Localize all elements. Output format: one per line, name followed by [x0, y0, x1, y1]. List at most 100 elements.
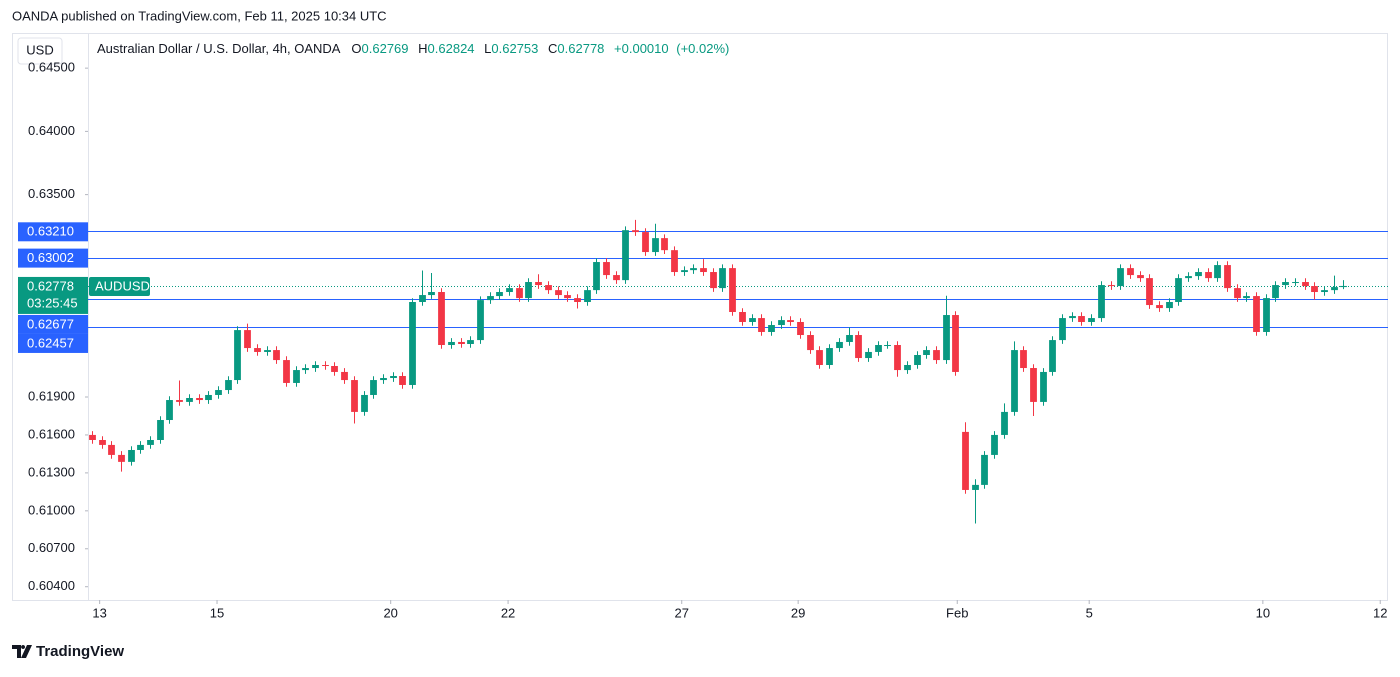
candle-body: [322, 364, 329, 367]
candle-body: [826, 348, 833, 365]
x-tick-label: 5: [1086, 605, 1093, 620]
candle-body: [467, 340, 474, 344]
candle-body: [128, 449, 135, 462]
candle-body: [506, 288, 513, 293]
candle-body: [710, 272, 717, 289]
candle-body: [972, 484, 979, 490]
candle-body: [661, 238, 668, 251]
candle-body: [991, 434, 998, 455]
candle-body: [1243, 296, 1250, 299]
candle-body: [884, 345, 891, 347]
candle-body: [448, 341, 455, 346]
legend-value: 0.62769: [362, 41, 409, 56]
y-tick-label: 0.61600: [28, 426, 75, 441]
candle-body: [758, 318, 765, 332]
candle-body: [923, 350, 930, 356]
candle-body: [622, 230, 629, 281]
candle-body: [351, 380, 358, 412]
level-label: 0.63002: [27, 250, 74, 265]
candle-body: [409, 302, 416, 385]
x-tick-label: 15: [210, 605, 224, 620]
candle-body: [1292, 282, 1299, 284]
candle-body: [603, 262, 610, 276]
candle-body: [1331, 287, 1338, 291]
candle-body: [1040, 371, 1047, 402]
candle-body: [797, 321, 804, 336]
candle-body: [1166, 302, 1173, 309]
candle-body: [254, 348, 261, 352]
level-label: 0.63210: [27, 224, 74, 239]
countdown: 03:25:45: [27, 295, 78, 310]
x-tick-label: 13: [92, 605, 106, 620]
candle-body: [370, 380, 377, 395]
candle-body: [1137, 275, 1144, 279]
symbol-title: Australian Dollar / U.S. Dollar, 4h, OAN…: [97, 41, 341, 56]
candle-body: [962, 431, 969, 490]
candle-body: [690, 268, 697, 271]
candle-body: [1253, 296, 1260, 332]
candle-body: [215, 390, 222, 395]
legend-label: L: [484, 41, 491, 56]
candle-body: [1224, 265, 1231, 289]
candle-body: [331, 366, 338, 372]
candle-body: [729, 268, 736, 312]
candle-body: [545, 285, 552, 291]
x-tick-label: 27: [674, 605, 688, 620]
legend-change: +0.00010: [614, 41, 669, 56]
candle-body: [361, 394, 368, 412]
candle-body: [1205, 272, 1212, 279]
candle-body: [1340, 285, 1347, 288]
candle-body: [496, 292, 503, 297]
y-tick-label: 0.63500: [28, 186, 75, 201]
x-tick-label: 22: [501, 605, 515, 620]
candle-body: [458, 341, 465, 344]
candle-body: [516, 288, 523, 299]
candle-body: [836, 341, 843, 349]
x-tick-label: 12: [1373, 605, 1387, 620]
candle-body: [157, 420, 164, 440]
candle-body: [681, 270, 688, 273]
candle-body: [234, 330, 241, 381]
candle-body: [428, 292, 435, 296]
candle-body: [118, 454, 125, 462]
level-box: [18, 333, 88, 353]
candle-body: [719, 268, 726, 289]
candle-body: [205, 394, 212, 401]
candle-body: [380, 378, 387, 381]
candle-body: [312, 364, 319, 369]
candle-body: [1272, 285, 1279, 299]
legend-value: 0.62778: [557, 41, 604, 56]
legend: Australian Dollar / U.S. Dollar, 4h, OAN…: [97, 41, 729, 56]
x-tick-label: 20: [383, 605, 397, 620]
candle-body: [981, 454, 988, 485]
candle-body: [487, 296, 494, 301]
level-label: 0.62677: [27, 316, 74, 331]
candle-body: [768, 325, 775, 332]
candle-body: [477, 300, 484, 341]
legend-label: O: [351, 41, 361, 56]
candle-body: [89, 434, 96, 440]
candle-body: [293, 370, 300, 383]
candle-body: [1185, 276, 1192, 279]
candle-body: [943, 315, 950, 361]
candle-body: [816, 350, 823, 365]
candle-body: [613, 275, 620, 281]
candle-body: [147, 439, 154, 445]
candle-body: [1282, 282, 1289, 286]
legend-value: 0.62753: [491, 41, 538, 56]
currency-box: [17, 37, 63, 65]
candle-body: [671, 250, 678, 273]
candle-body: [166, 400, 173, 421]
candle-body: [642, 232, 649, 253]
candle-body: [1156, 305, 1163, 309]
candle-body: [574, 298, 581, 303]
candle-body: [1127, 268, 1134, 276]
candle-body: [865, 351, 872, 359]
candle-body: [1020, 350, 1027, 369]
brand: TradingView: [36, 643, 124, 660]
candle-body: [593, 262, 600, 291]
candle-body: [1108, 285, 1115, 287]
candle-body: [283, 360, 290, 383]
candle-body: [225, 380, 232, 391]
x-tick-label: 10: [1256, 605, 1270, 620]
